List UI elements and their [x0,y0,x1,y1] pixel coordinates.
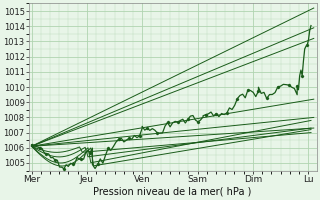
X-axis label: Pression niveau de la mer( hPa ): Pression niveau de la mer( hPa ) [93,187,252,197]
